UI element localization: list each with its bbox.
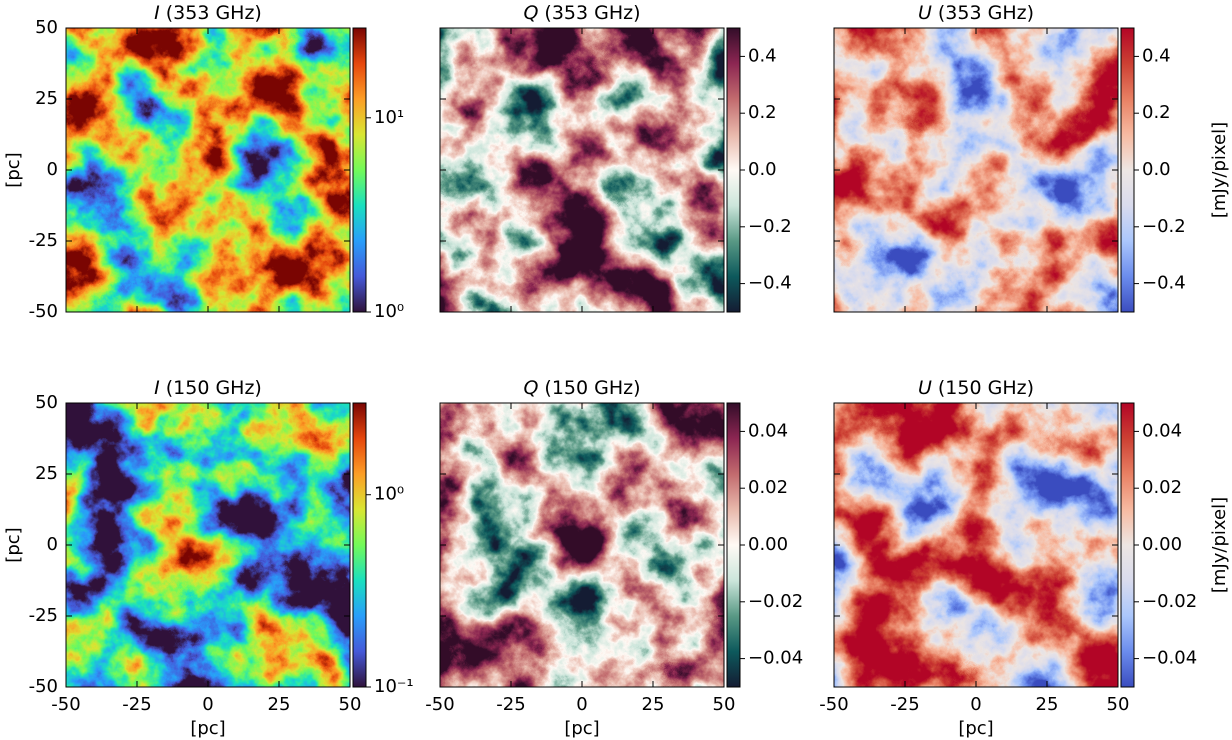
stokes-symbol: I: [154, 2, 160, 24]
y-tick-label: 50: [35, 392, 58, 413]
panel-title: U (353 GHz): [918, 2, 1034, 24]
colorbar-tick-label: 10⁰: [374, 484, 404, 505]
stokes-symbol: Q: [523, 2, 538, 24]
stokes-symbol: I: [154, 377, 160, 399]
panel-title: Q (150 GHz): [523, 377, 640, 399]
x-tick-label: 0: [576, 694, 587, 715]
band-label: (150 GHz): [938, 377, 1034, 399]
colorbar-tick-label: 0.2: [748, 102, 777, 123]
y-tick-label: 0: [47, 534, 58, 555]
colorbar-tick-label: −0.4: [1142, 273, 1186, 294]
x-tick-label: -25: [122, 694, 151, 715]
y-tick-label: -50: [29, 301, 58, 322]
band-label: (353 GHz): [544, 2, 640, 24]
panel-title: I (150 GHz): [154, 377, 262, 399]
heatmap-image: [66, 28, 350, 312]
colorbar: [1120, 27, 1135, 313]
y-tick-label: -25: [29, 230, 58, 251]
y-tick-label: 25: [35, 463, 58, 484]
colorbar-tick-label: 10¹: [374, 107, 404, 128]
colorbar-tick-label: 0.02: [748, 477, 788, 498]
panel-title: U (150 GHz): [918, 377, 1034, 399]
x-tick-label: -50: [51, 694, 80, 715]
y-tick-label: 25: [35, 88, 58, 109]
x-tick-label: 0: [970, 694, 981, 715]
x-tick-label: -25: [496, 694, 525, 715]
heatmap-image: [440, 403, 724, 687]
colorbar-tick-label: −0.02: [1142, 591, 1197, 612]
y-axis-label: [pc]: [3, 527, 24, 562]
colorbar-tick-label: 0.02: [1142, 477, 1182, 498]
colorbar-tick-label: 10⁻¹: [374, 676, 414, 697]
colorbar: [726, 27, 741, 313]
x-tick-label: 50: [339, 694, 362, 715]
y-tick-label: 0: [47, 159, 58, 180]
band-label: (150 GHz): [544, 377, 640, 399]
x-tick-label: 50: [713, 694, 736, 715]
x-axis-label: [pc]: [190, 718, 225, 739]
colorbar-tick-label: −0.04: [748, 648, 803, 669]
x-tick-label: -50: [819, 694, 848, 715]
colorbar-tick-label: −0.04: [1142, 648, 1197, 669]
colorbar-tick-label: 0.4: [748, 45, 777, 66]
colorbar-tick-label: −0.2: [748, 216, 792, 237]
heatmap-image: [834, 403, 1118, 687]
colorbar-tick-label: 0.0: [1142, 159, 1171, 180]
colorbar-tick-label: 0.0: [748, 159, 777, 180]
y-tick-label: -50: [29, 676, 58, 697]
x-tick-label: -50: [425, 694, 454, 715]
colorbar: [352, 27, 367, 313]
colorbar-tick-label: 0.4: [1142, 45, 1171, 66]
x-tick-label: 0: [202, 694, 213, 715]
band-label: (353 GHz): [938, 2, 1034, 24]
x-tick-label: 25: [268, 694, 291, 715]
colorbar-tick-label: 0.04: [1142, 420, 1182, 441]
band-label: (353 GHz): [166, 2, 262, 24]
colorbar-tick-label: 0.00: [1142, 534, 1182, 555]
y-axis-label: [pc]: [3, 152, 24, 187]
colorbar-tick-label: −0.02: [748, 591, 803, 612]
x-tick-label: 50: [1107, 694, 1130, 715]
x-axis-label: [pc]: [958, 718, 993, 739]
x-tick-label: 25: [1036, 694, 1059, 715]
y-tick-label: -25: [29, 605, 58, 626]
stokes-symbol: U: [918, 377, 932, 399]
heatmap-image: [834, 28, 1118, 312]
y-tick-label: 50: [35, 17, 58, 38]
colorbar-label: [mJy/pixel]: [1209, 497, 1230, 593]
heatmap-image: [66, 403, 350, 687]
heatmap-image: [440, 28, 724, 312]
panel-title: Q (353 GHz): [523, 2, 640, 24]
colorbar-tick-label: 0.00: [748, 534, 788, 555]
colorbar-tick-label: −0.4: [748, 273, 792, 294]
colorbar-tick-label: 10⁰: [374, 301, 404, 322]
colorbar-tick-label: −0.2: [1142, 216, 1186, 237]
colorbar-tick-label: 0.04: [748, 420, 788, 441]
panel-title: I (353 GHz): [154, 2, 262, 24]
colorbar-tick-label: 0.2: [1142, 102, 1171, 123]
colorbar: [726, 402, 741, 688]
x-tick-label: -25: [890, 694, 919, 715]
stokes-symbol: Q: [523, 377, 538, 399]
x-axis-label: [pc]: [564, 718, 599, 739]
band-label: (150 GHz): [166, 377, 262, 399]
colorbar: [1120, 402, 1135, 688]
x-tick-label: 25: [642, 694, 665, 715]
stokes-symbol: U: [918, 2, 932, 24]
colorbar: [352, 402, 367, 688]
colorbar-label: [mJy/pixel]: [1209, 122, 1230, 218]
